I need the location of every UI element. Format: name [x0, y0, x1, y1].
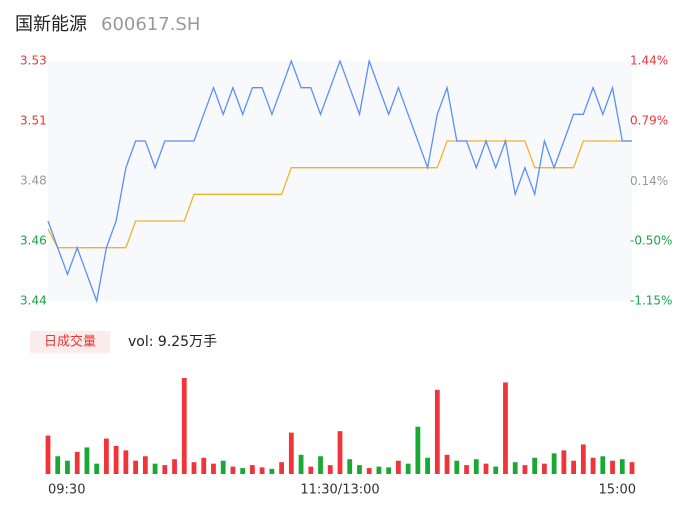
- volume-bar: [211, 463, 216, 474]
- volume-bar: [551, 453, 557, 474]
- volume-bar: [561, 450, 567, 474]
- volume-bar: [444, 454, 450, 474]
- volume-bar: [454, 460, 460, 474]
- volume-bar: [152, 463, 158, 474]
- volume-bar: [172, 459, 177, 474]
- volume-text: vol: 9.25万手: [128, 334, 217, 350]
- volume-bar: [405, 463, 411, 474]
- volume-bar: [113, 445, 119, 474]
- volume-bar: [396, 460, 401, 474]
- volume-bar: [74, 451, 80, 474]
- volume-bar: [45, 435, 51, 474]
- volume-bar: [55, 456, 61, 474]
- chart-title: 国新能源: [15, 14, 87, 35]
- volume-bar: [434, 389, 440, 474]
- volume-bar: [522, 465, 528, 474]
- volume-bar: [298, 454, 304, 474]
- y2-tick-label: 0.79%: [630, 114, 668, 128]
- volume-bar: [386, 467, 392, 474]
- volume-bar: [162, 465, 168, 474]
- y-tick-label: 3.53: [20, 54, 47, 68]
- volume-bar: [308, 466, 314, 474]
- volume-bar: [259, 467, 265, 474]
- volume-bar: [318, 456, 323, 474]
- volume-bar: [279, 462, 284, 474]
- volume-bar: [357, 465, 362, 474]
- volume-bar: [240, 468, 246, 474]
- x-tick-label: 11:30/13:00: [300, 483, 379, 498]
- avg-line: [47, 140, 632, 249]
- volume-bar: [376, 466, 382, 474]
- volume-bar: [425, 457, 430, 474]
- volume-bar: [532, 457, 538, 474]
- volume-bar: [337, 431, 343, 474]
- y2-tick-label: 0.14%: [630, 174, 668, 188]
- volume-bar: [94, 463, 100, 474]
- y-tick-label: 3.48: [20, 174, 47, 188]
- volume-bar: [493, 466, 499, 474]
- volume-bar: [483, 463, 489, 474]
- y-tick-label: 3.51: [20, 114, 47, 128]
- volume-bar: [542, 463, 547, 474]
- volume-bar: [629, 462, 635, 474]
- volume-bar: [327, 465, 333, 474]
- volume-badge: [30, 331, 110, 353]
- volume-bar: [181, 378, 187, 474]
- volume-bar: [220, 460, 226, 474]
- x-tick-label: 09:30: [48, 483, 85, 498]
- volume-bar: [580, 444, 586, 474]
- volume-bar: [415, 426, 421, 474]
- volume-bar: [104, 438, 109, 474]
- volume-bar: [610, 460, 615, 474]
- volume-bar: [84, 447, 90, 474]
- volume-bar: [133, 460, 138, 474]
- volume-bar: [619, 459, 625, 474]
- y2-tick-label: 1.44%: [630, 54, 668, 68]
- volume-bar: [65, 460, 70, 474]
- volume-bar: [250, 465, 255, 474]
- y-tick-label: 3.44: [20, 294, 47, 308]
- volume-bar: [230, 466, 236, 474]
- volume-bar: [191, 462, 197, 474]
- volume-bar: [347, 459, 353, 474]
- volume-bar: [464, 465, 469, 474]
- volume-bar: [590, 457, 596, 474]
- volume-bar: [288, 432, 294, 474]
- price-line: [47, 58, 632, 304]
- volume-bar: [201, 457, 207, 474]
- volume-bar: [473, 459, 479, 474]
- y-tick-label: 3.46: [20, 234, 47, 248]
- plot-background: [48, 61, 632, 301]
- y2-tick-label: -0.50%: [630, 233, 672, 247]
- volume-bar: [366, 468, 372, 474]
- volume-bar: [600, 456, 606, 474]
- x-tick-label: 15:00: [599, 483, 636, 498]
- chart-subtitle: 600617.SH: [101, 14, 200, 35]
- volume-bar: [512, 462, 518, 474]
- y2-tick-label: -1.15%: [630, 294, 672, 308]
- volume-bar: [503, 382, 508, 474]
- volume-bar: [571, 460, 576, 474]
- volume-bar: [269, 468, 275, 474]
- volume-bar: [123, 450, 129, 474]
- volume-bar: [142, 456, 148, 474]
- volume-label: 日成交量: [44, 334, 96, 350]
